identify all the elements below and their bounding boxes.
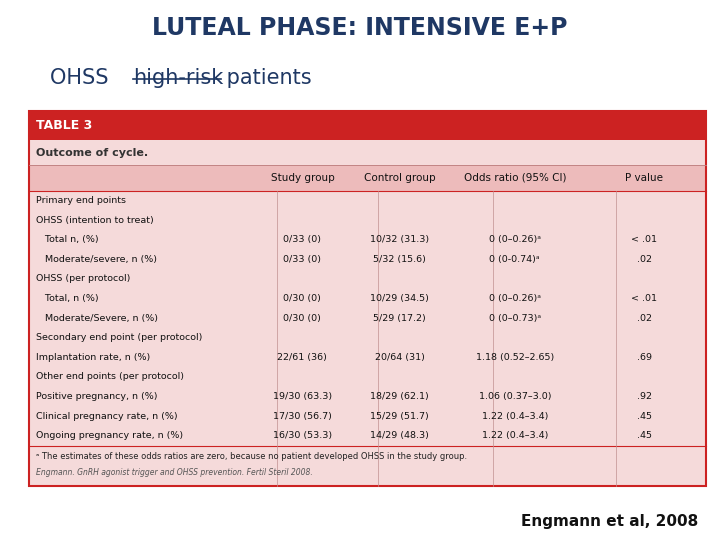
Text: high-risk: high-risk <box>133 68 223 87</box>
Text: .02: .02 <box>637 314 652 322</box>
Text: Study group: Study group <box>271 173 334 183</box>
Text: 0/33 (0): 0/33 (0) <box>284 235 321 244</box>
Text: TABLE 3: TABLE 3 <box>36 119 92 132</box>
Text: .45: .45 <box>637 411 652 421</box>
Text: Primary end points: Primary end points <box>36 196 126 205</box>
Text: Engmann. GnRH agonist trigger and OHSS prevention. Fertil Steril 2008.: Engmann. GnRH agonist trigger and OHSS p… <box>36 468 312 477</box>
Text: < .01: < .01 <box>631 235 657 244</box>
Text: Moderate/Severe, n (%): Moderate/Severe, n (%) <box>36 314 158 322</box>
Text: 10/32 (31.3): 10/32 (31.3) <box>370 235 429 244</box>
Text: 0 (0-0.74)ᵃ: 0 (0-0.74)ᵃ <box>490 255 540 264</box>
Text: 22/61 (36): 22/61 (36) <box>277 353 328 362</box>
Text: 0 (0–0.73)ᵃ: 0 (0–0.73)ᵃ <box>489 314 541 322</box>
Text: 18/29 (62.1): 18/29 (62.1) <box>370 392 429 401</box>
Text: 5/32 (15.6): 5/32 (15.6) <box>373 255 426 264</box>
Text: 0 (0–0.26)ᵃ: 0 (0–0.26)ᵃ <box>489 294 541 303</box>
Text: 0/33 (0): 0/33 (0) <box>284 255 321 264</box>
Text: Ongoing pregnancy rate, n (%): Ongoing pregnancy rate, n (%) <box>36 431 183 440</box>
Text: Clinical pregnancy rate, n (%): Clinical pregnancy rate, n (%) <box>36 411 178 421</box>
Text: 20/64 (31): 20/64 (31) <box>374 353 425 362</box>
Text: OHSS (intention to treat): OHSS (intention to treat) <box>36 215 154 225</box>
Text: 0/30 (0): 0/30 (0) <box>284 294 321 303</box>
Text: Secondary end point (per protocol): Secondary end point (per protocol) <box>36 333 202 342</box>
Text: OHSS (per protocol): OHSS (per protocol) <box>36 274 130 284</box>
Text: Positive pregnancy, n (%): Positive pregnancy, n (%) <box>36 392 158 401</box>
Text: LUTEAL PHASE: INTENSIVE E+P: LUTEAL PHASE: INTENSIVE E+P <box>152 16 568 40</box>
Text: 14/29 (48.3): 14/29 (48.3) <box>370 431 429 440</box>
Text: 19/30 (63.3): 19/30 (63.3) <box>273 392 332 401</box>
Text: Implantation rate, n (%): Implantation rate, n (%) <box>36 353 150 362</box>
Text: OHSS: OHSS <box>50 68 115 87</box>
Text: Other end points (per protocol): Other end points (per protocol) <box>36 373 184 381</box>
Text: .69: .69 <box>637 353 652 362</box>
Text: Control group: Control group <box>364 173 436 183</box>
Text: 1.18 (0.52–2.65): 1.18 (0.52–2.65) <box>476 353 554 362</box>
Text: 0 (0–0.26)ᵃ: 0 (0–0.26)ᵃ <box>489 235 541 244</box>
Text: Total n, (%): Total n, (%) <box>36 235 99 244</box>
FancyBboxPatch shape <box>29 165 706 191</box>
Text: Total, n (%): Total, n (%) <box>36 294 99 303</box>
Text: 1.22 (0.4–3.4): 1.22 (0.4–3.4) <box>482 411 548 421</box>
Text: 17/30 (56.7): 17/30 (56.7) <box>273 411 332 421</box>
Text: .45: .45 <box>637 431 652 440</box>
Text: .02: .02 <box>637 255 652 264</box>
Text: ᵃ The estimates of these odds ratios are zero, because no patient developed OHSS: ᵃ The estimates of these odds ratios are… <box>36 452 467 461</box>
Text: 10/29 (34.5): 10/29 (34.5) <box>370 294 429 303</box>
Text: 16/30 (53.3): 16/30 (53.3) <box>273 431 332 440</box>
Text: patients: patients <box>220 68 311 87</box>
Text: < .01: < .01 <box>631 294 657 303</box>
Text: 0/30 (0): 0/30 (0) <box>284 314 321 322</box>
FancyBboxPatch shape <box>29 111 706 486</box>
FancyBboxPatch shape <box>29 111 706 140</box>
Text: Moderate/severe, n (%): Moderate/severe, n (%) <box>36 255 157 264</box>
Text: 5/29 (17.2): 5/29 (17.2) <box>373 314 426 322</box>
Text: Odds ratio (95% CI): Odds ratio (95% CI) <box>464 173 566 183</box>
Text: 1.06 (0.37–3.0): 1.06 (0.37–3.0) <box>479 392 551 401</box>
Text: Outcome of cycle.: Outcome of cycle. <box>36 147 148 158</box>
Text: 15/29 (51.7): 15/29 (51.7) <box>370 411 429 421</box>
Text: P value: P value <box>626 173 663 183</box>
Text: .92: .92 <box>637 392 652 401</box>
Text: Engmann et al, 2008: Engmann et al, 2008 <box>521 514 698 529</box>
Text: 1.22 (0.4–3.4): 1.22 (0.4–3.4) <box>482 431 548 440</box>
